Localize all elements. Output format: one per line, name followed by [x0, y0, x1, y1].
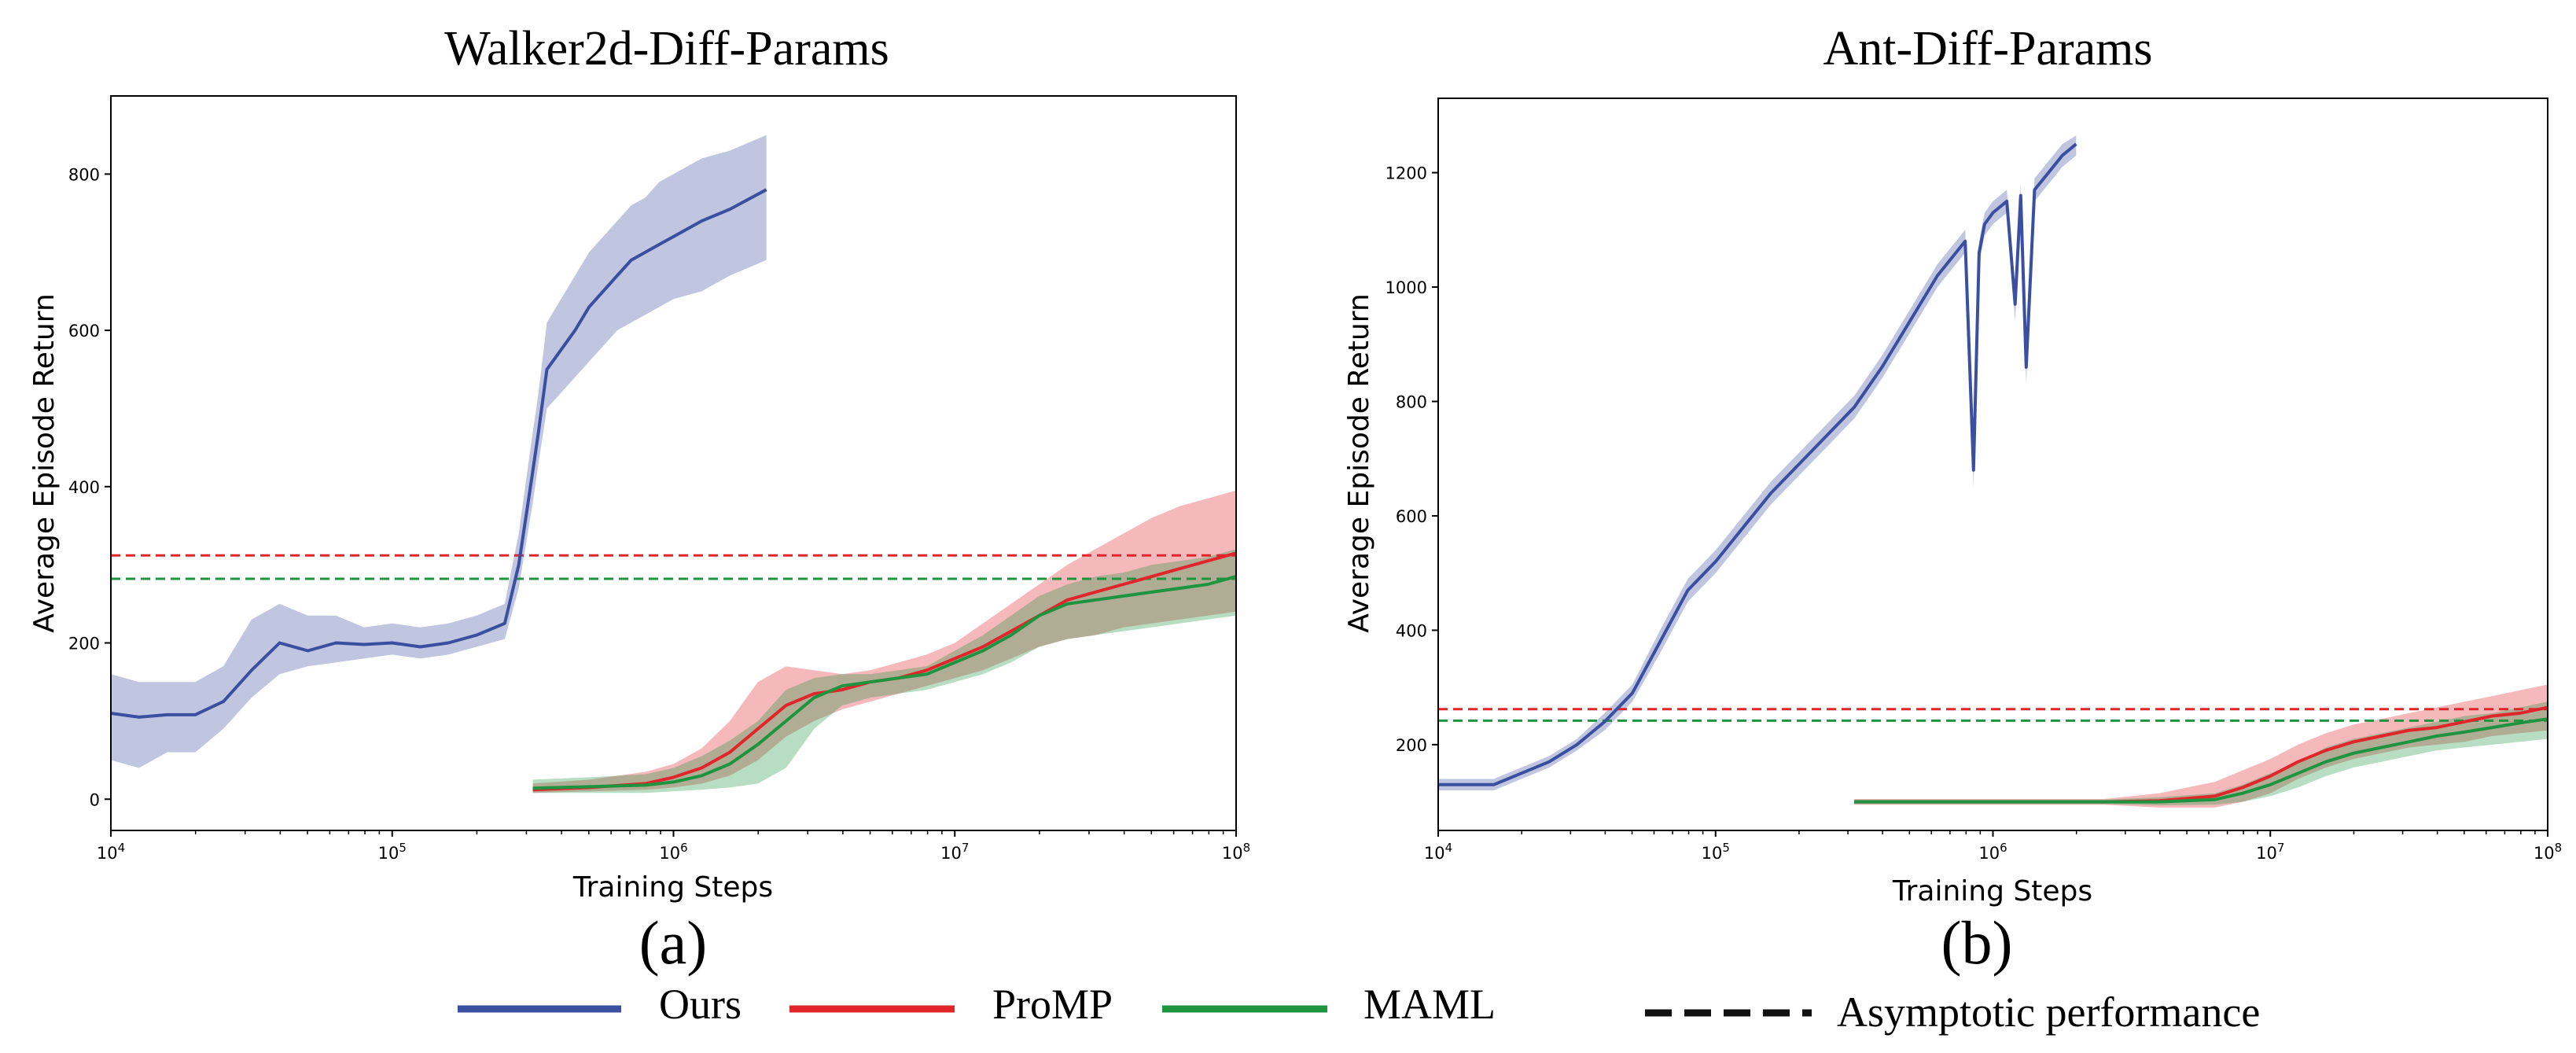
- chart-ant: Ant-Diff-Params 104 105 106 107 108 200 400 600…: [1343, 22, 2562, 977]
- x-tick-label: 107: [940, 841, 969, 863]
- x-tick-label: 105: [1702, 841, 1730, 863]
- y-tick-label: 400: [1396, 621, 1427, 640]
- x-tick-label: 106: [659, 841, 687, 863]
- band-ours: [1438, 135, 2077, 791]
- legend-label-maml: MAML: [1363, 981, 1496, 1028]
- x-tick-label: 106: [1978, 841, 2007, 863]
- plot-area: 104 105 106 107 108 200 400 600 800 1000 1200: [1386, 135, 2562, 863]
- y-tick-label: 1000: [1386, 278, 1427, 297]
- series-line-ours: [110, 188, 767, 719]
- x-tick-label: 104: [1424, 841, 1452, 863]
- y-tick-label: 600: [68, 322, 100, 341]
- y-tick-label: 600: [1396, 507, 1427, 526]
- plot-frame: [110, 95, 1237, 831]
- band-maml: [532, 549, 1236, 793]
- y-tick-label: 200: [1396, 736, 1427, 755]
- band-maml: [1854, 701, 2548, 805]
- x-tick-label: 107: [2256, 841, 2284, 863]
- series-line-promp: [532, 551, 1237, 792]
- series-line-maml: [532, 575, 1237, 790]
- band-promp: [1854, 684, 2548, 808]
- legend-label-promp: ProMP: [992, 981, 1113, 1028]
- y-axis-label: Average Episode Return: [1343, 293, 1375, 633]
- chart-title: Ant-Diff-Params: [1823, 22, 2153, 75]
- legend-label-ours: Ours: [659, 981, 742, 1028]
- y-tick-label: 0: [90, 790, 100, 809]
- series-line-maml: [1854, 717, 2548, 804]
- x-axis-label: Training Steps: [1892, 875, 2092, 908]
- legend: Ours ProMP MAML Asymptotic performance: [458, 981, 2260, 1036]
- x-tick-label: 108: [2534, 841, 2562, 863]
- y-tick-label: 200: [68, 635, 100, 654]
- legend-label-asymptotic: Asymptotic performance: [1837, 989, 2260, 1036]
- y-tick-label: 800: [1396, 392, 1427, 411]
- y-tick-label: 400: [68, 478, 100, 497]
- y-axis-label: Average Episode Return: [28, 293, 61, 633]
- x-tick-label: 104: [97, 841, 125, 863]
- plot-frame: [1437, 98, 2548, 831]
- x-axis-label: Training Steps: [572, 871, 773, 904]
- panel-label: (a): [639, 908, 708, 977]
- chart-walker2d: Walker2d-Diff-Params 104 105 106 107 108 0 200…: [28, 22, 1250, 977]
- x-tick-label: 105: [378, 841, 407, 863]
- x-tick-label: 108: [1222, 841, 1250, 863]
- panel-label: (b): [1941, 908, 2013, 977]
- chart-title: Walker2d-Diff-Params: [444, 22, 889, 75]
- band-promp: [532, 490, 1236, 793]
- y-tick-label: 800: [68, 165, 100, 184]
- y-tick-label: 1200: [1386, 164, 1427, 183]
- series-line-ours: [1438, 142, 2077, 786]
- plot-area: 104 105 106 107 108 0 200 400 600 800: [68, 134, 1250, 863]
